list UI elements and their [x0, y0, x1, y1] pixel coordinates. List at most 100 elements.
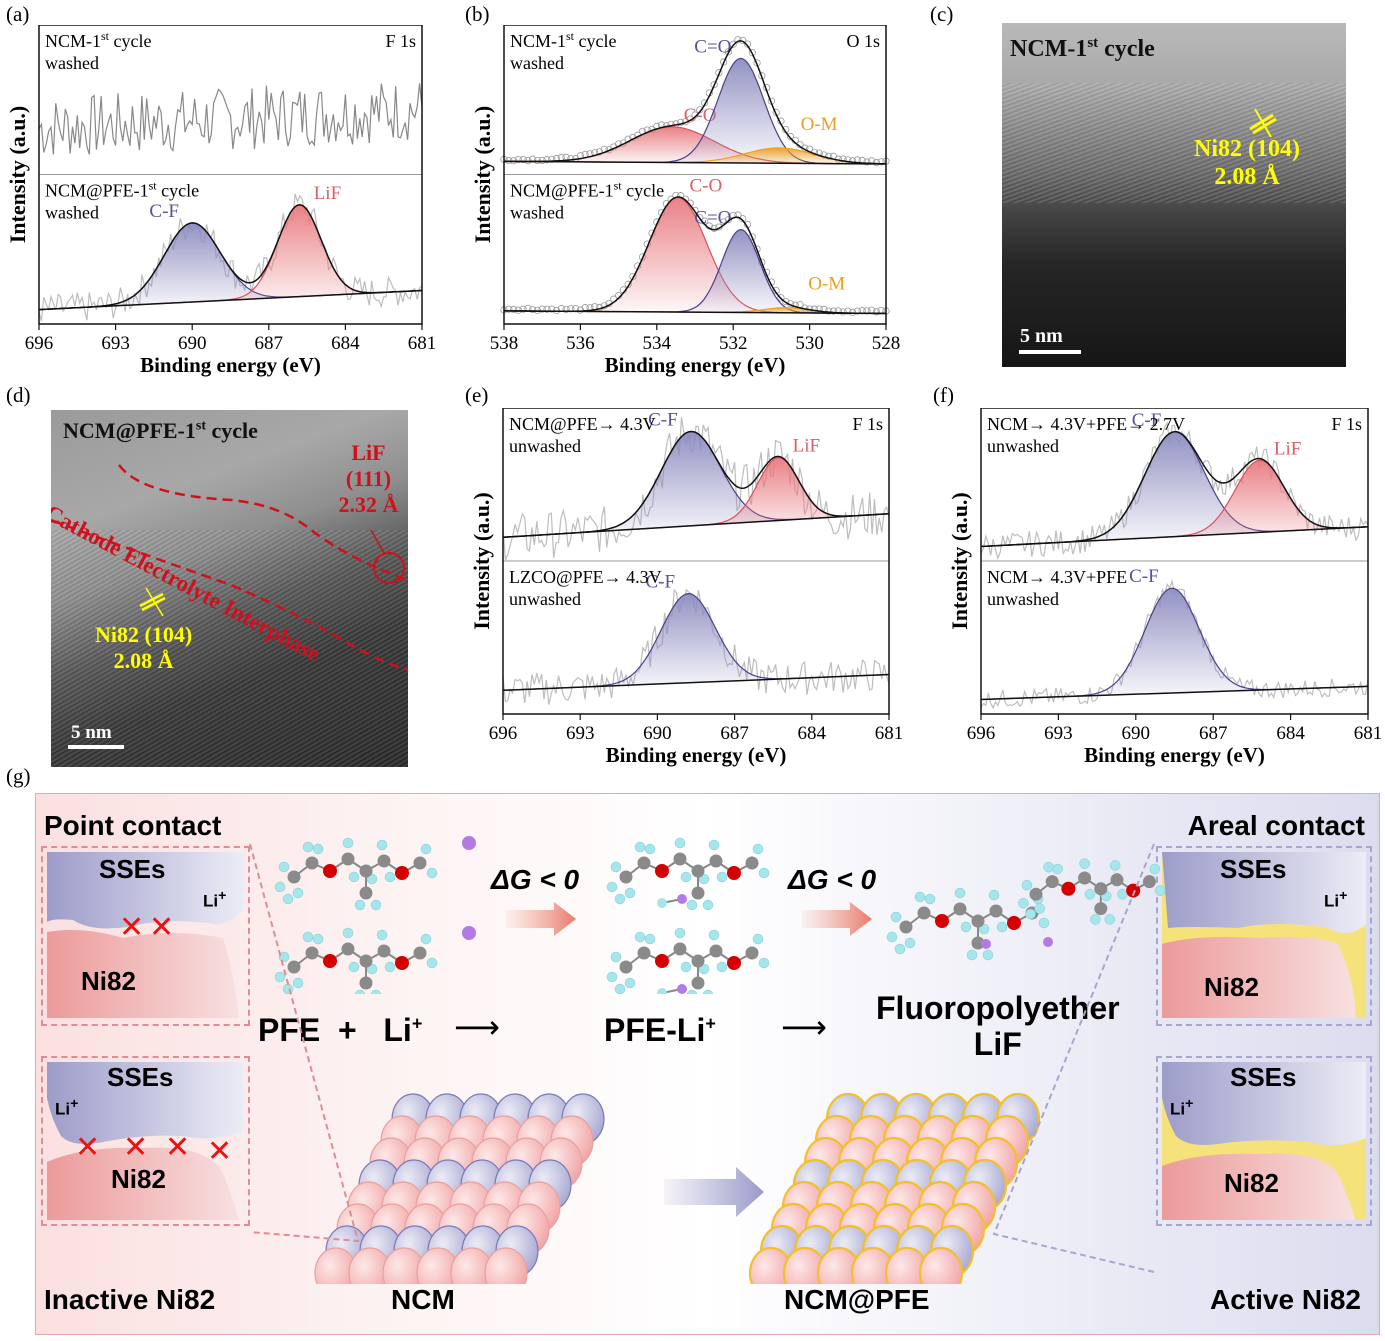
data-point — [786, 132, 795, 141]
peak-label: LiF — [314, 183, 341, 204]
fluorine-atom — [634, 841, 646, 853]
carbon-atom — [745, 856, 759, 870]
peak-label: C-O — [684, 105, 717, 126]
fluorine-atom — [426, 957, 438, 969]
carbon-atom — [1078, 871, 1092, 885]
fluorine-atom — [624, 887, 636, 899]
sse-label: SSEs — [99, 854, 166, 884]
raw-spectrum-line — [502, 417, 890, 561]
fluorine-atom — [698, 963, 710, 975]
fluorine-atom — [348, 871, 360, 883]
envelope-line — [504, 40, 886, 165]
arrow-right-icon — [802, 902, 872, 936]
carbon-atom — [359, 976, 373, 990]
sse-label: SSEs — [107, 1062, 174, 1092]
x-tick-label: 684 — [798, 723, 827, 744]
treatment-label: unwashed — [509, 589, 581, 609]
data-point — [844, 307, 852, 315]
inset-point-contact-top: SSEs Ni82 Li+ ✕ ✕ — [41, 846, 250, 1026]
data-point — [710, 81, 718, 89]
lithium-ion — [462, 836, 476, 850]
data-point — [829, 307, 838, 315]
carbon-atom — [1094, 882, 1108, 896]
plot-frame — [503, 25, 887, 325]
x-tick-label: 693 — [1044, 723, 1073, 744]
fluorine-atom — [634, 931, 646, 943]
background-line — [980, 526, 1369, 548]
sample-label: NCM→ 4.3V+PFE — [987, 567, 1127, 587]
x-tick-label: 532 — [719, 333, 748, 354]
fluorine-atom — [716, 961, 728, 973]
peak-label: C-F — [149, 201, 179, 222]
data-point — [514, 155, 522, 164]
carbon-atom — [637, 856, 651, 870]
data-point — [562, 305, 570, 314]
peak-label: LiF — [793, 436, 820, 457]
carbon-atom — [413, 856, 427, 870]
tem-d-lif-spacing: 2.32 Å — [338, 492, 399, 517]
fluorine-atom — [624, 977, 636, 989]
data-point — [533, 306, 542, 314]
carbon-atom — [691, 976, 705, 990]
carbon-atom — [413, 946, 427, 960]
treatment-label: unwashed — [987, 589, 1059, 609]
li-ion-label: Li+ — [55, 1096, 79, 1119]
fluorine-atom — [644, 843, 656, 855]
carbon-atom — [989, 904, 1003, 918]
transformation-arrow-icon — [664, 1167, 764, 1217]
fluorine-atom — [886, 931, 898, 943]
background-line — [502, 512, 890, 539]
oxygen-atom — [727, 956, 741, 970]
x-tick-label: 684 — [1276, 723, 1305, 744]
carbon-atom — [673, 852, 687, 866]
fluorine-atom — [614, 983, 626, 994]
fluorine-atom — [420, 933, 432, 945]
peak-fill-O-M — [504, 307, 886, 314]
peak-label: C-F — [1132, 410, 1162, 431]
panel-label-d: (d) — [6, 383, 31, 407]
data-point — [538, 156, 546, 165]
plot-frame — [38, 25, 423, 325]
carbon-atom — [619, 960, 633, 974]
treatment-label: washed — [510, 53, 564, 73]
data-point — [872, 308, 881, 316]
data-point — [505, 156, 513, 165]
blocked-x-icon: ✕ — [123, 1131, 149, 1164]
x-tick-label: 536 — [566, 333, 595, 354]
fluorine-atom — [426, 867, 438, 879]
peak-fill-C-F — [981, 431, 1368, 547]
data-point — [724, 48, 733, 56]
fluorine-atom — [342, 837, 354, 849]
interface-diagram — [47, 1062, 243, 1220]
peak-fill-C-O — [504, 197, 886, 314]
carbon-atom — [691, 954, 705, 968]
fluorine-atom — [348, 961, 360, 973]
data-point — [839, 308, 847, 316]
plot-frame — [980, 408, 1369, 715]
lithium-ion — [1043, 937, 1053, 947]
fluorine-atom — [674, 927, 686, 939]
x-tick-label: 538 — [490, 333, 519, 354]
panel-label-g: (g) — [6, 764, 31, 788]
carbon-atom — [359, 954, 373, 968]
carbon-atom — [1110, 873, 1124, 887]
fluorine-atom — [312, 933, 324, 945]
fluorine-atom — [292, 977, 304, 989]
lattice-marker-icon — [1249, 108, 1277, 138]
ncm-pfe-label: NCM@PFE — [784, 1284, 930, 1315]
raw-spectrum-line — [980, 421, 1369, 561]
carbon-atom — [619, 870, 633, 884]
peak-label: C-F — [648, 409, 678, 430]
x-tick-label: 528 — [872, 333, 901, 354]
panel-label-e: (e) — [465, 383, 489, 407]
fluorine-atom — [1038, 917, 1050, 929]
fluorine-atom — [966, 949, 978, 961]
carbon-atom — [377, 944, 391, 958]
fluorine-atom — [376, 839, 388, 851]
fluorine-atom — [1090, 914, 1101, 925]
data-point — [872, 159, 881, 167]
treatment-label: unwashed — [987, 436, 1059, 456]
ni82-label: Ni82 — [81, 966, 136, 996]
data-point — [519, 155, 527, 164]
